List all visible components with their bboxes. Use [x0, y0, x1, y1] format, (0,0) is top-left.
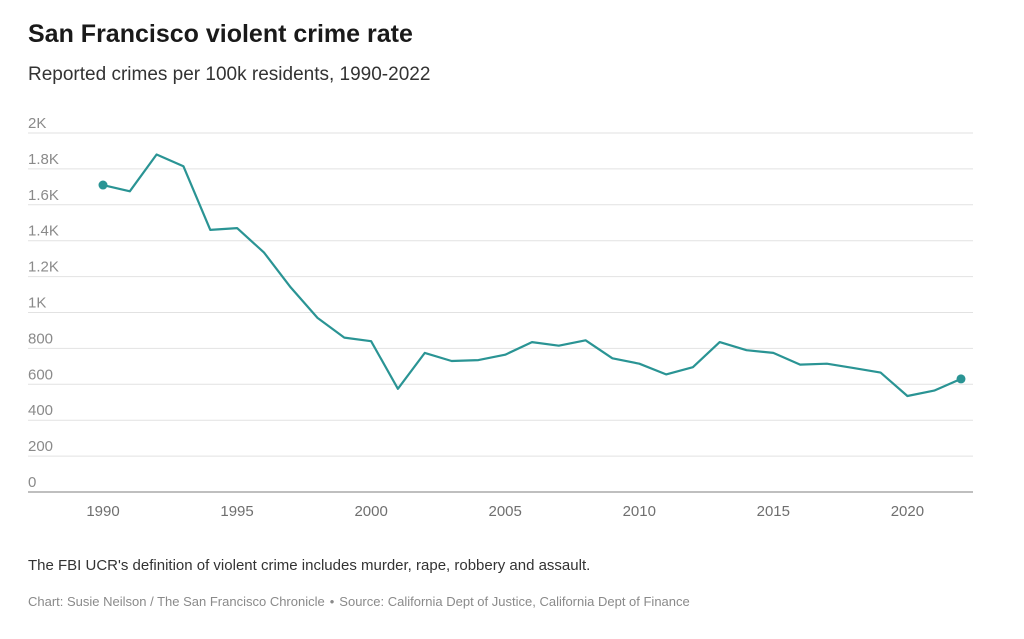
- y-tick-label: 1.4K: [28, 223, 59, 240]
- credit-line: Chart: Susie Neilson / The San Francisco…: [28, 594, 690, 609]
- x-tick-label: 1995: [220, 503, 253, 520]
- grid-layer: [28, 132, 973, 457]
- x-tick-label: 2020: [891, 503, 924, 520]
- chart-credit: Chart: Susie Neilson / The San Francisco…: [28, 594, 325, 609]
- source-credit: Source: California Dept of Justice, Cali…: [339, 594, 690, 609]
- credit-separator: •: [329, 594, 335, 609]
- x-tick-label: 2000: [354, 503, 387, 520]
- x-tick-labels: 1990 1995 2000 2005 2010 2015 2020: [86, 503, 924, 520]
- end-point-marker: [956, 374, 966, 384]
- y-tick-label: 1.8K: [28, 151, 59, 168]
- y-tick-label: 200: [28, 438, 53, 455]
- series-line: [102, 153, 962, 398]
- x-tick-label: 1990: [86, 503, 119, 520]
- y-tick-label: 400: [28, 402, 53, 419]
- start-point-marker: [98, 180, 108, 190]
- x-tick-label: 2010: [623, 503, 656, 520]
- y-tick-label: 600: [28, 366, 53, 383]
- y-tick-labels: 0 200 400 600 800 1K 1.2K 1.4K 1.6K 1.8K 2K: [28, 115, 59, 491]
- x-tick-label: 2015: [757, 503, 790, 520]
- y-tick-label: 1.2K: [28, 259, 59, 276]
- y-tick-label: 800: [28, 330, 53, 347]
- chart-subtitle: Reported crimes per 100k residents, 1990…: [28, 64, 431, 85]
- endpoint-markers: [98, 180, 966, 384]
- y-tick-label: 2K: [28, 115, 46, 132]
- footnote: The FBI UCR's definition of violent crim…: [28, 557, 591, 574]
- x-tick-label: 2005: [489, 503, 522, 520]
- y-tick-label: 1K: [28, 295, 46, 312]
- y-tick-label: 0: [28, 474, 36, 491]
- chart-title: San Francisco violent crime rate: [28, 20, 413, 48]
- y-tick-label: 1.6K: [28, 187, 59, 204]
